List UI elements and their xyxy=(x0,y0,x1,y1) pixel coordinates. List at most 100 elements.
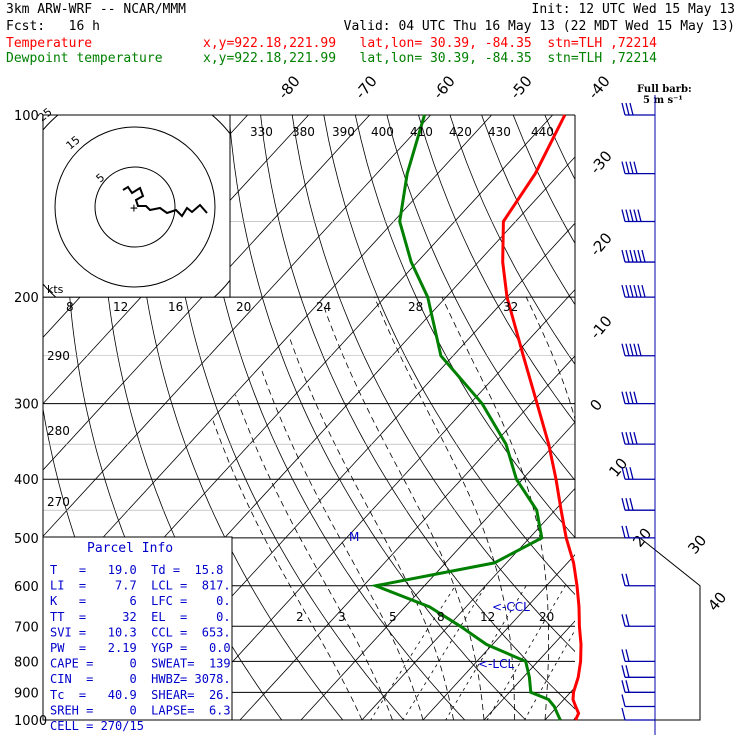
pressure-label: 200 xyxy=(14,291,39,306)
dry-adiabat-line xyxy=(228,115,527,720)
parcel-info-row: CAPE = 0 SWEAT= 139 xyxy=(50,657,231,671)
dry-adiabat-line xyxy=(703,115,740,733)
wind-barb-feather xyxy=(641,284,646,298)
wind-barb-feather xyxy=(625,343,630,356)
parcel-info-row: T = 19.0 Td = 15.8 xyxy=(50,563,223,577)
isotherm-line xyxy=(594,115,740,733)
wind-barb xyxy=(621,467,655,480)
parcel-info-row: TT = 32 EL = 0. xyxy=(50,610,231,624)
pressure-label: 400 xyxy=(14,473,39,488)
mixing-low-label: 12 xyxy=(480,610,495,624)
mixing-label: 32 xyxy=(503,300,518,314)
mixing-low-label: 8 xyxy=(437,610,445,624)
wind-barb-feather xyxy=(621,614,626,627)
isotherm-label: 30 xyxy=(684,531,710,557)
forecast-hour: Fcst: 16 h xyxy=(6,19,100,34)
isotherm-label: -20 xyxy=(586,229,616,259)
moist-adiabat-line xyxy=(606,297,645,720)
wind-barb-feather xyxy=(625,525,630,539)
wind-barb-feather xyxy=(637,249,642,263)
parcel-info-row: K = 6 LFC = 0. xyxy=(50,594,231,608)
wind-barb xyxy=(621,525,655,539)
wind-barb-feather xyxy=(625,209,630,222)
dry-adiabat-label: 290 xyxy=(47,349,70,363)
hodograph-ring xyxy=(94,166,176,248)
wind-barb-feather xyxy=(625,665,630,678)
theta-label: 420 xyxy=(449,125,472,139)
wind-barb xyxy=(621,249,655,263)
wind-barb-feather xyxy=(621,467,626,480)
wind-barb-feather xyxy=(621,498,626,511)
wind-barb-feather xyxy=(625,467,630,480)
wind-barb-feather xyxy=(625,102,630,116)
wind-barb-feather xyxy=(629,284,634,298)
pressure-label: 600 xyxy=(14,580,39,595)
wind-barb xyxy=(621,573,655,587)
dry-adiabat-line xyxy=(260,115,575,710)
isotherm-line xyxy=(483,620,575,720)
wind-barb-feather xyxy=(621,665,626,678)
wind-barb-feather xyxy=(621,209,626,222)
dewpoint-location: x,y=922.18,221.99 lat,lon= 30.39, -84.35… xyxy=(203,51,657,66)
wind-barb-feather xyxy=(633,391,638,404)
dry-adiabat-label: 270 xyxy=(47,495,70,509)
moist-adiabats xyxy=(212,296,715,720)
wind-barb-feather xyxy=(621,573,626,586)
wind-barb xyxy=(621,432,655,445)
dewpoint-legend: Dewpoint temperature xyxy=(6,51,163,66)
isotherm-line xyxy=(43,115,431,537)
moist-adiabat-line xyxy=(322,303,485,720)
isotherm-label: -60 xyxy=(429,72,459,102)
mixing-ratio-line xyxy=(402,585,487,720)
wind-barb-feather xyxy=(633,432,638,445)
parcel-info-row: PW = 2.19 YGP = 0.0 xyxy=(50,641,231,655)
wind-barb xyxy=(621,343,655,357)
storm-motion-marker: + xyxy=(130,201,138,216)
wind-barb-feather xyxy=(625,391,630,404)
mixing-label: 8 xyxy=(66,300,74,314)
mixing-ratio-lines xyxy=(370,585,575,720)
isotherm-line xyxy=(655,115,740,733)
wind-barb-feather xyxy=(633,343,638,356)
wind-barb-feather xyxy=(621,432,626,445)
parcel-info-row: SREH = 0 LAPSE= 6.3 xyxy=(50,703,231,717)
wind-barb-feather xyxy=(637,284,642,298)
mixing-ratio-line xyxy=(486,585,566,720)
isotherm-label: -70 xyxy=(351,72,381,102)
wind-barb-feather xyxy=(621,525,626,539)
isotherm-line xyxy=(361,487,575,720)
parcel-info-frame xyxy=(42,536,233,721)
hodograph-units: kts xyxy=(47,283,64,296)
parcel-info-row: CIN = 0 HWBZ= 3078. xyxy=(50,672,231,686)
dry-adiabat-label: 280 xyxy=(47,424,70,438)
wind-barb-feather xyxy=(629,467,634,480)
isotherm-label: 10 xyxy=(605,454,631,480)
wind-barbs xyxy=(621,95,656,735)
dry-adiabat-line xyxy=(576,115,740,733)
wind-barb xyxy=(621,284,655,298)
wind-barb-feather xyxy=(633,161,638,174)
wind-barb-feather xyxy=(637,209,642,222)
wind-barb-feather xyxy=(625,284,630,298)
mixing-low-label: 5 xyxy=(389,610,397,624)
wind-barb xyxy=(621,161,655,175)
wind-barb-feather xyxy=(629,249,634,263)
theta-label: 400 xyxy=(371,125,394,139)
pressure-label: 300 xyxy=(14,398,39,413)
parcel-info-row: SVI = 10.3 CCL = 653. xyxy=(50,625,231,639)
wind-barb-feather xyxy=(629,209,634,222)
mixing-label: 12 xyxy=(113,300,128,314)
dry-adiabat-line xyxy=(418,115,575,424)
wind-barb-feather xyxy=(625,249,630,263)
wind-barb-feather xyxy=(621,649,626,662)
wind-barb-feather xyxy=(621,284,626,298)
wind-barb-feather xyxy=(621,249,626,263)
isotherm-line xyxy=(300,421,575,720)
dry-adiabat-line xyxy=(734,115,740,733)
hodograph-trace xyxy=(122,185,208,218)
moist-adiabat-line xyxy=(637,297,715,720)
init-time: Init: 12 UTC Wed 15 May 13 xyxy=(531,2,736,17)
wind-barb-feather xyxy=(621,694,626,707)
